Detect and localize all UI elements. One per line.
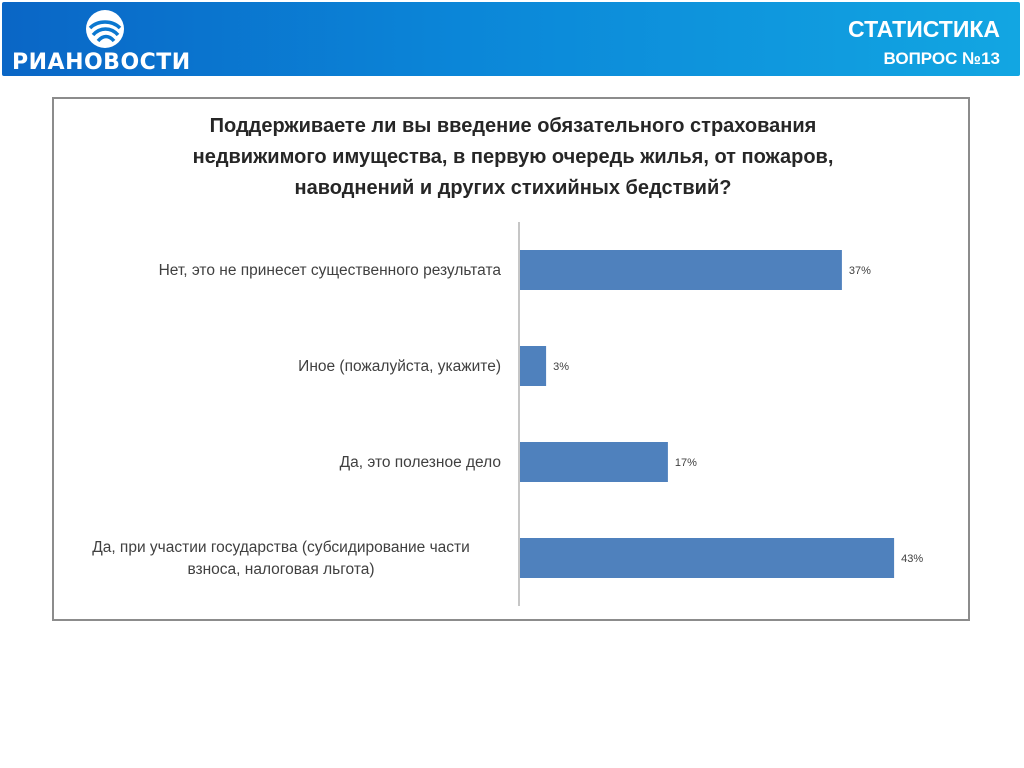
- category-label: взноса, налоговая льгота): [187, 561, 374, 578]
- category-label: Да, при участии государства (субсидирова…: [92, 539, 470, 556]
- ria-swirl-logo-icon: [86, 10, 124, 48]
- bar-value-label: 43%: [901, 553, 923, 565]
- bar-value-label: 3%: [553, 361, 569, 373]
- question-number: ВОПРОС №13: [883, 49, 1001, 68]
- chart-title: Поддерживаете ли вы введение обязательно…: [54, 111, 972, 204]
- bar-chart: 37% Нет, это не принесет существенного ре…: [92, 222, 923, 606]
- header-banner: РИАНОВОСТИ СТАТИСТИКА ВОПРОС №13: [2, 2, 1020, 76]
- chart-title-line: недвижимого имущества, в первую очередь …: [192, 146, 834, 168]
- bar: [520, 442, 668, 482]
- logo-text: РИАНОВОСТИ: [12, 50, 191, 75]
- bar-value-label: 37%: [849, 265, 871, 277]
- chart-title-line: Поддерживаете ли вы введение обязательно…: [209, 115, 817, 137]
- bar: [520, 250, 842, 290]
- bar-value-label: 17%: [675, 457, 697, 469]
- category-label: Нет, это не принесет существенного резул…: [159, 262, 502, 279]
- chart-frame: Поддерживаете ли вы введение обязательно…: [52, 97, 970, 621]
- bar: [520, 346, 547, 386]
- category-label: Иное (пожалуйста, укажите): [298, 358, 501, 375]
- bar: [520, 538, 895, 578]
- ria-novosti-logo[interactable]: РИАНОВОСТИ: [10, 6, 191, 75]
- chart-title-line: наводнений и других стихийных бедствий?: [294, 177, 732, 199]
- category-label: Да, это полезное дело: [340, 454, 501, 471]
- page-title: СТАТИСТИКА: [848, 16, 1000, 42]
